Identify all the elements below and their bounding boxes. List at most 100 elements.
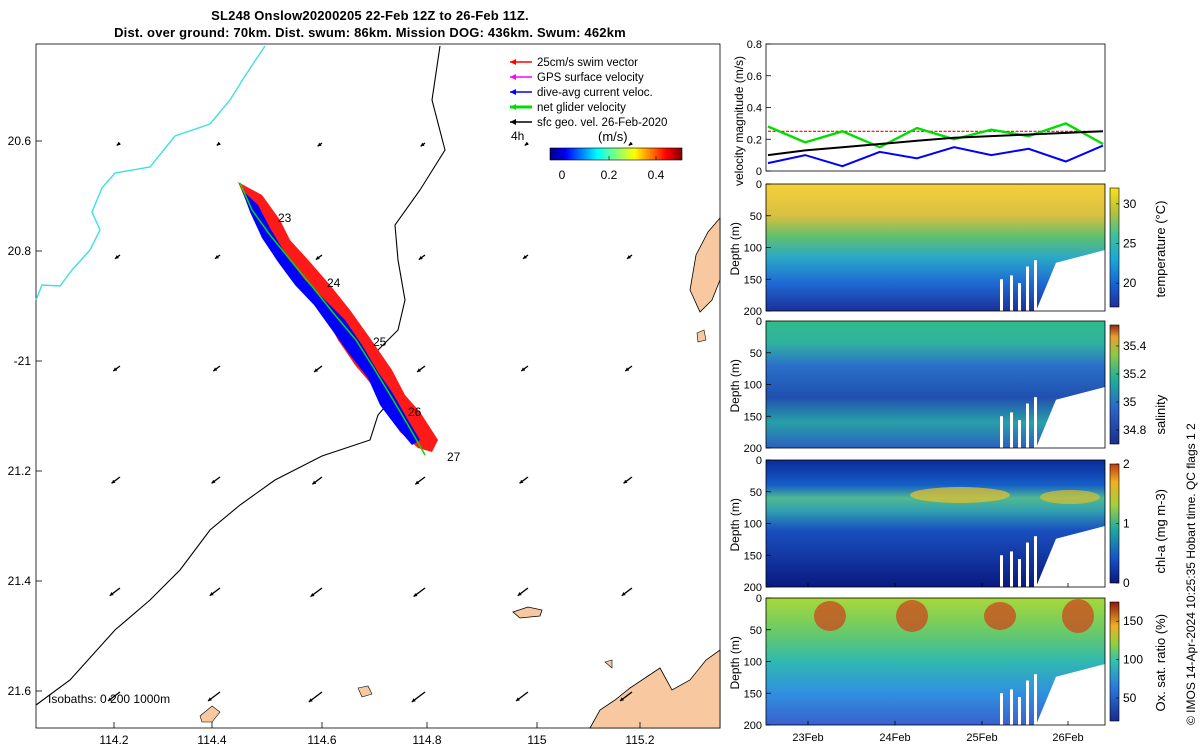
panel-ytick-label-3-3: 150 bbox=[744, 688, 762, 700]
geo-arrowhead-1-1 bbox=[215, 255, 219, 259]
panel-ytick-label-0-2: 100 bbox=[744, 243, 762, 255]
panel-shelf-2 bbox=[1036, 526, 1105, 587]
legend-label-4: sfc geo. vel. 26-Feb-2020 bbox=[537, 117, 667, 129]
panel-ytick-label-3-4: 200 bbox=[744, 720, 762, 732]
vel-series-3 bbox=[767, 130, 1104, 157]
isobaths-label: Isobaths: 0 200 1000m bbox=[48, 692, 170, 706]
vel-ytick-label-0: 0 bbox=[756, 166, 762, 178]
velocity-ylabel: velocity magnitude (m/s) bbox=[732, 56, 746, 186]
panel-colorbar-1 bbox=[1109, 324, 1120, 445]
legend-arrowhead-2 bbox=[510, 89, 516, 95]
ox-maximum-1 bbox=[896, 600, 928, 632]
panel-gap-0-1 bbox=[1010, 275, 1013, 311]
panel-colorbar-3 bbox=[1109, 601, 1120, 722]
geo-arrowhead-2-2 bbox=[314, 368, 319, 372]
legend-label-3: net glider velocity bbox=[537, 102, 626, 114]
panel-gap-3-2 bbox=[1018, 697, 1021, 725]
panel-cbtick-label-0-1: 25 bbox=[1123, 237, 1137, 251]
panel-3: 0 50 100 150 200 Depth (m) 50 100 150 Ox. sat. ra… bbox=[728, 593, 1168, 744]
geo-arrowhead-5-4 bbox=[516, 697, 520, 701]
geo-arrowhead-1-3 bbox=[418, 255, 423, 260]
geo-arrowhead-5-2 bbox=[308, 698, 313, 702]
geo-arrowhead-2-4 bbox=[521, 367, 526, 372]
geo-arrowhead-0-2 bbox=[317, 142, 322, 147]
map-xtick-label-3: 114.8 bbox=[412, 733, 441, 747]
map-xtick-label-4: 115 bbox=[527, 733, 546, 747]
geo-arrowhead-4-5 bbox=[621, 592, 626, 596]
panel-xtick-label-3: 26Feb bbox=[1052, 732, 1083, 744]
ox-maximum-2 bbox=[984, 602, 1016, 630]
map-ytick-label-4: 21.4 bbox=[8, 574, 32, 588]
legend-arrowhead-1 bbox=[510, 74, 516, 80]
panel-gap-0-4 bbox=[1034, 260, 1037, 311]
geo-arrowhead-3-4 bbox=[519, 479, 524, 484]
panel-gap-0-2 bbox=[1018, 283, 1021, 311]
geo-arrowhead-5-3 bbox=[411, 698, 416, 702]
interval-label: 4h bbox=[511, 129, 524, 143]
panel-ytick-label-1-4: 200 bbox=[744, 443, 762, 455]
panel-gap-2-4 bbox=[1034, 536, 1037, 587]
credit-text: © IMOS 14-Apr-2024 10:25:35 Hobart time.… bbox=[1184, 423, 1198, 725]
day-label-25: 25 bbox=[373, 335, 387, 349]
panel-ytick-label-1-3: 150 bbox=[744, 411, 762, 423]
panel-colorbar-0 bbox=[1109, 187, 1120, 308]
panel-gap-3-0 bbox=[1000, 693, 1003, 725]
panel-gap-3-3 bbox=[1026, 680, 1029, 725]
vel-series-1 bbox=[767, 122, 1104, 149]
panel-ytick-label-0-3: 150 bbox=[744, 274, 762, 286]
map-panel: 23 24 25 26 27 114.2 114.4 114.6 114.8 115 11… bbox=[8, 43, 721, 747]
panel-ylabel-0: Depth (m) bbox=[728, 222, 742, 275]
panel-0: 0 50 100 150 200 Depth (m) 20 25 30 temperature (… bbox=[728, 179, 1168, 318]
geo-arrowhead-3-2 bbox=[312, 480, 317, 485]
panel-ytick-label-2-3: 150 bbox=[744, 550, 762, 562]
geo-arrowhead-3-5 bbox=[623, 479, 628, 484]
panel-cbtick-label-2-0: 0 bbox=[1123, 576, 1130, 590]
legend-label-1: GPS surface velocity bbox=[537, 72, 644, 84]
geo-arrowhead-5-1 bbox=[208, 697, 212, 701]
vel-ytick-label-2: 0.4 bbox=[747, 103, 762, 115]
panel-gap-3-1 bbox=[1010, 689, 1013, 725]
panel-shelf-0 bbox=[1036, 250, 1105, 311]
panel-shelf-1 bbox=[1036, 387, 1105, 448]
geo-arrowhead-4-3 bbox=[413, 592, 418, 597]
geo-arrowhead-0-3 bbox=[420, 142, 425, 147]
geo-arrowhead-1-5 bbox=[627, 255, 631, 259]
map-legend: 25cm/s swim vector GPS surface velocity di… bbox=[510, 57, 683, 182]
map-xtick-label-5: 115.2 bbox=[625, 733, 654, 747]
panel-ytick-label-2-0: 0 bbox=[756, 455, 762, 467]
geo-arrowhead-1-4 bbox=[523, 255, 527, 259]
panel-ytick-label-2-2: 100 bbox=[744, 519, 762, 531]
panel-cbtick-label-3-0: 50 bbox=[1123, 691, 1137, 705]
panel-gap-0-3 bbox=[1026, 266, 1029, 311]
geo-arrowhead-5-0 bbox=[108, 697, 112, 701]
geo-arrowhead-4-0 bbox=[109, 592, 114, 596]
geo-arrowhead-3-0 bbox=[111, 479, 116, 484]
panel-cbtick-label-0-2: 30 bbox=[1123, 197, 1137, 211]
panel-ytick-label-1-1: 50 bbox=[750, 348, 762, 360]
ox-maximum-0 bbox=[814, 601, 846, 631]
panel-ytick-label-3-1: 50 bbox=[750, 625, 762, 637]
map-xtick-label-1: 114.4 bbox=[197, 733, 226, 747]
geo-arrowhead-0-1 bbox=[216, 141, 221, 146]
colorbar-tick-0.2: 0.2 bbox=[601, 168, 618, 182]
panel-cbtick-label-1-0: 34.8 bbox=[1123, 423, 1147, 437]
land-island-1 bbox=[512, 606, 543, 619]
vel-series-2 bbox=[767, 144, 1104, 168]
colorbar-tick-0.4: 0.4 bbox=[648, 168, 665, 182]
day-label-26: 26 bbox=[408, 405, 422, 419]
map-ytick-label-3: 21.2 bbox=[8, 464, 32, 478]
legend-arrowhead-0 bbox=[510, 59, 516, 65]
day-label-23: 23 bbox=[278, 211, 292, 225]
panel-ytick-label-1-2: 100 bbox=[744, 380, 762, 392]
vel-ytick-label-4: 0.8 bbox=[747, 39, 762, 51]
panel-ytick-label-3-0: 0 bbox=[756, 593, 762, 605]
geo-arrowhead-2-5 bbox=[625, 367, 630, 372]
legend-label-0: 25cm/s swim vector bbox=[537, 57, 638, 69]
panel-gap-3-4 bbox=[1034, 674, 1037, 725]
geo-arrowhead-1-2 bbox=[315, 255, 320, 260]
panel-cbtick-label-3-1: 100 bbox=[1123, 653, 1143, 667]
geo-arrowhead-2-0 bbox=[113, 367, 118, 372]
coastline bbox=[35, 45, 266, 301]
